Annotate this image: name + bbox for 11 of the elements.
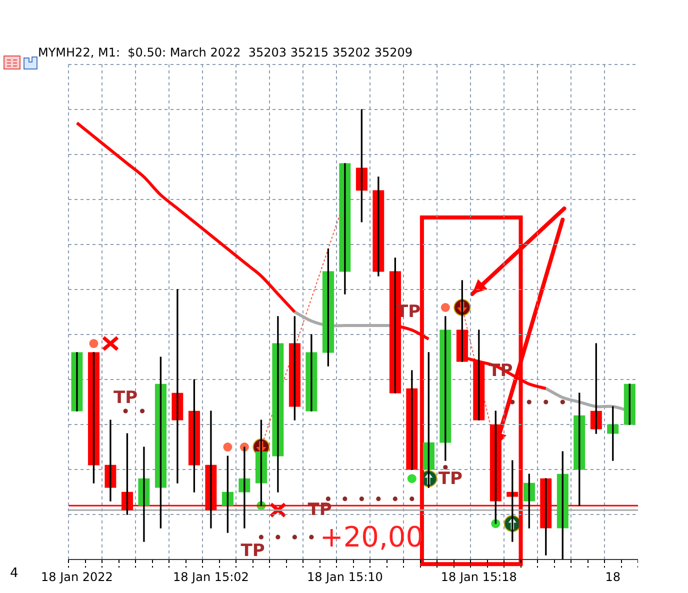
- x-tick-label: 18 Jan 15:10: [306, 570, 383, 584]
- annotation: TP: [240, 540, 265, 561]
- x-tick-label: 18: [605, 570, 621, 584]
- x-tick-label: 18 Jan 2022: [41, 570, 113, 584]
- text: 4: [10, 566, 18, 581]
- chart-title: MYMH22, M1: $0.50: March 2022 35203 35215 35202 35209: [38, 45, 413, 60]
- annotation: TP: [438, 468, 462, 489]
- x-tick-label: 18 Jan 15:02: [172, 570, 249, 584]
- annotation: TP: [308, 500, 332, 520]
- x-tick-label: 18 Jan 15:18: [440, 570, 517, 584]
- annotation: TP: [114, 388, 138, 408]
